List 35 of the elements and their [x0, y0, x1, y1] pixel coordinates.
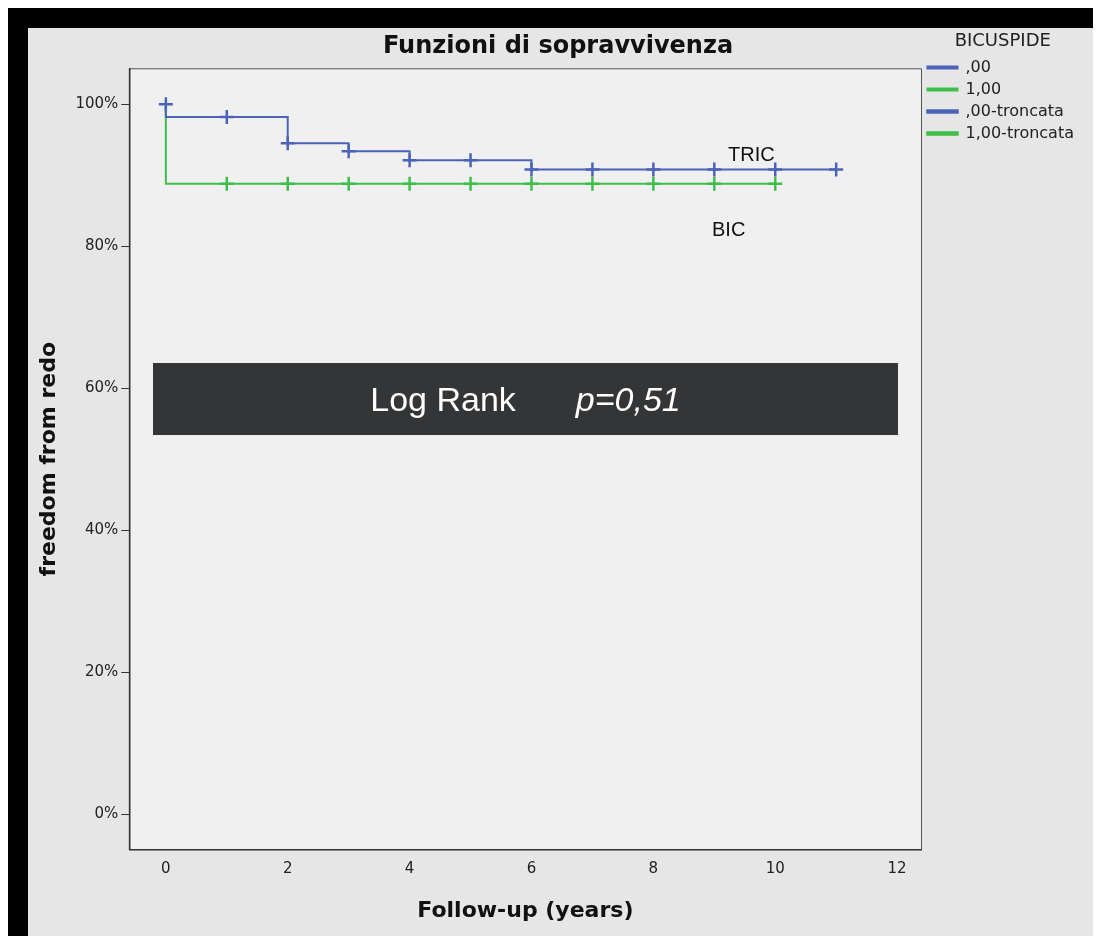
point: [706, 161, 723, 178]
text-box: Log Rank p=0,51: [153, 363, 898, 435]
x-tick-label: 10: [765, 859, 785, 878]
y-axis-title: freedom from redo: [34, 341, 60, 577]
annotation: p=0,51: [575, 379, 681, 419]
legend-label: ,00: [965, 56, 991, 76]
point: [584, 161, 601, 178]
point: [523, 161, 540, 178]
point: [645, 161, 662, 178]
y-tick-label: 60%: [84, 378, 119, 397]
x-tick-label: 8: [648, 859, 659, 878]
x-tick-label: 2: [282, 859, 293, 878]
annotation: BIC: [712, 218, 746, 241]
x-tick-label: 4: [404, 859, 415, 878]
point: [401, 152, 418, 169]
point: [827, 161, 845, 178]
y-tick-label: 40%: [84, 520, 119, 539]
y-tick-label: 80%: [84, 236, 119, 255]
annotation: Log Rank: [370, 379, 516, 419]
legend-title: BICUSPIDE: [954, 28, 1051, 50]
point: [766, 161, 784, 178]
y-tick-label: 20%: [84, 662, 119, 681]
chart-title: Funzioni di sopravvivenza: [382, 30, 734, 59]
y-tick-label: 0%: [94, 804, 119, 822]
x-tick-label: 6: [526, 859, 537, 878]
legend-label: 1,00: [965, 78, 1002, 98]
y-tick-label: 100%: [75, 94, 119, 113]
x-tick-label: 12: [887, 859, 907, 878]
legend-label: 1,00-troncata: [965, 122, 1075, 142]
point: [462, 152, 479, 169]
point: [279, 135, 296, 152]
x-axis-title: Follow-up (years): [417, 896, 634, 922]
x-tick-label: 0: [161, 859, 171, 878]
annotation: TRIC: [728, 143, 775, 166]
legend-label: ,00-troncata: [965, 100, 1064, 120]
